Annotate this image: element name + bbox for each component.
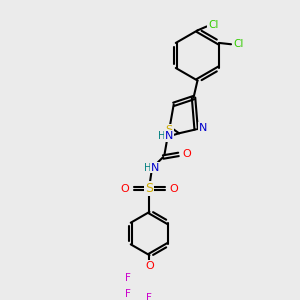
Text: Cl: Cl: [208, 20, 218, 30]
Text: F: F: [125, 273, 131, 283]
Text: S: S: [166, 125, 173, 135]
Text: O: O: [169, 184, 178, 194]
Text: N: N: [165, 131, 173, 141]
Text: O: O: [182, 149, 191, 159]
Text: N: N: [151, 163, 160, 172]
Text: H: H: [158, 131, 166, 141]
Text: H: H: [144, 163, 152, 172]
Text: S: S: [146, 182, 154, 195]
Text: Cl: Cl: [233, 39, 244, 49]
Text: N: N: [200, 123, 208, 133]
Text: O: O: [121, 184, 130, 194]
Text: F: F: [125, 289, 131, 299]
Text: F: F: [146, 292, 152, 300]
Text: O: O: [146, 261, 154, 271]
